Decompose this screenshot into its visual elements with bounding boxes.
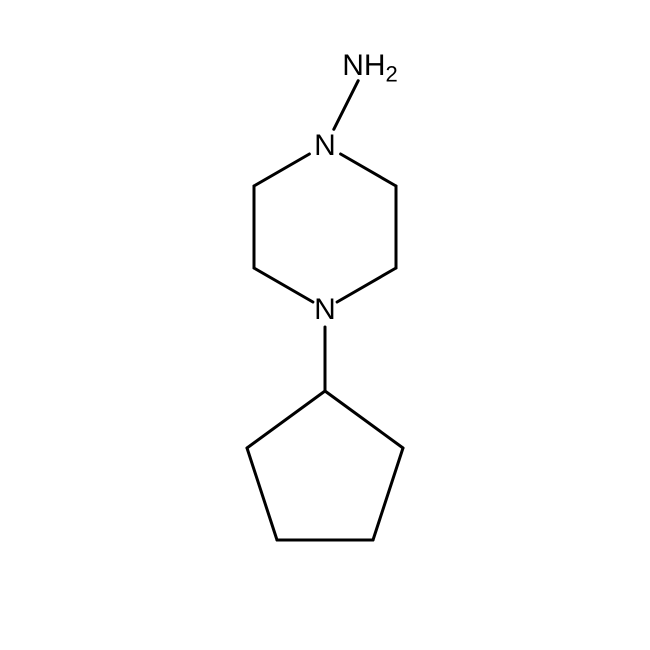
bond-N1-C2: [254, 154, 309, 186]
bond-C3-N4: [254, 268, 313, 302]
atom-label-NH2: NH2: [342, 49, 398, 86]
bond-C6-N1: [341, 154, 396, 186]
bond-C8-C9: [247, 448, 277, 540]
molecule-diagram: NH2 N N: [0, 0, 650, 650]
bond-C7-C8: [247, 391, 325, 448]
bond-N4-C5: [337, 268, 396, 302]
bond-N1-NH2: [334, 81, 358, 130]
bond-C10-C11: [373, 448, 403, 540]
atom-label-N1: N: [314, 129, 336, 162]
bond-C11-C7: [325, 391, 403, 448]
atom-label-N4: N: [314, 293, 336, 326]
